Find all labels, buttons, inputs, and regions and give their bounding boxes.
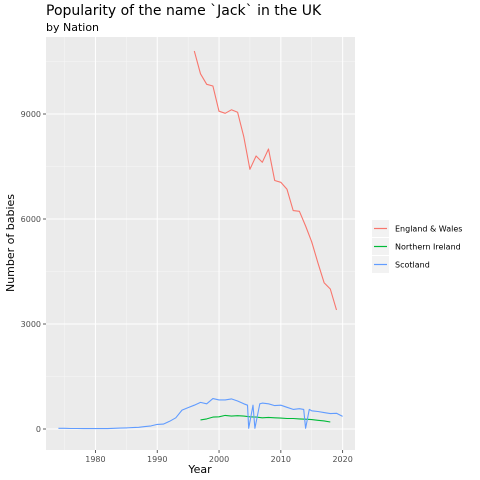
x-tick-label: 1990 bbox=[147, 455, 167, 464]
y-axis-title: Number of babies bbox=[4, 194, 17, 292]
grid-major bbox=[46, 37, 355, 450]
x-axis-ticks: 1980 1990 2000 2010 2020 bbox=[85, 450, 353, 464]
legend-label: Scotland bbox=[395, 261, 430, 270]
plot-panel bbox=[46, 37, 355, 450]
series-line-scotland bbox=[58, 398, 343, 430]
x-tick-label: 2010 bbox=[271, 455, 291, 464]
y-tick-label: 6000 bbox=[21, 215, 41, 224]
x-axis-title: Year bbox=[187, 463, 212, 476]
x-tick-label: 1980 bbox=[85, 455, 105, 464]
legend-label: Northern Ireland bbox=[395, 243, 461, 252]
series-line-england-wales bbox=[193, 50, 338, 311]
x-tick-label: 2020 bbox=[332, 455, 352, 464]
series-lines bbox=[58, 50, 343, 430]
x-tick-label: 2000 bbox=[209, 455, 229, 464]
series-line-northern-ireland bbox=[200, 414, 331, 423]
y-tick-label: 3000 bbox=[21, 320, 41, 329]
legend: England & Wales Northern Ireland Scotland bbox=[372, 220, 462, 273]
chart-subtitle: by Nation bbox=[46, 21, 99, 34]
y-tick-label: 0 bbox=[36, 425, 41, 434]
chart-title: Popularity of the name `Jack` in the UK bbox=[46, 3, 322, 19]
y-tick-label: 9000 bbox=[21, 110, 41, 119]
legend-label: England & Wales bbox=[395, 225, 462, 234]
y-axis-ticks: 0 3000 6000 9000 bbox=[21, 110, 46, 434]
